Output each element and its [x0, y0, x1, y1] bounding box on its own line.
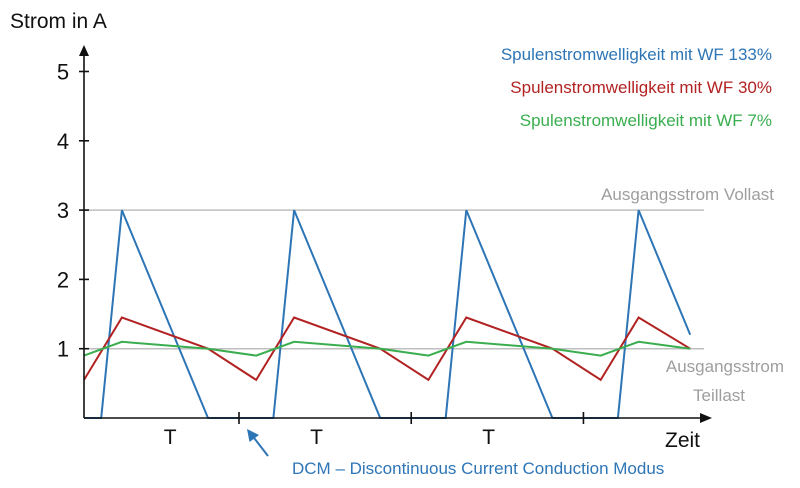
y-axis-arrow [79, 45, 89, 56]
chart-texts: 1 2 3 4 5 T T T Strom in A Zeit Spulenstromwelligk… [10, 10, 784, 478]
reference-lines [84, 209, 704, 350]
x-axis-arrow [700, 413, 712, 423]
y-axis-title: Strom in A [10, 10, 107, 33]
series-line-1 [83, 316, 691, 382]
y-tick-label-0: 1 [57, 337, 69, 362]
series-line-0 [84, 209, 692, 419]
legend-entry-2: Spulenstromwelligkeit mit WF 7% [520, 111, 772, 130]
y-tick-label-3: 4 [57, 129, 69, 154]
period-label-2: T [482, 426, 495, 449]
reference-label-0: Ausgangsstrom Vollast [601, 185, 774, 204]
axes [79, 45, 712, 457]
legend-entry-1: Spulenstromwelligkeit mit WF 30% [510, 78, 772, 97]
series-line-2 [83, 340, 691, 357]
reference-label-1-line-0: Ausgangsstrom [666, 357, 784, 376]
period-label-1: T [310, 426, 323, 449]
dcm-annotation: DCM – Discontinuous Current Conduction M… [292, 459, 664, 478]
y-tick-label-1: 2 [57, 267, 69, 292]
period-label-0: T [164, 426, 177, 449]
y-tick-label-2: 3 [57, 198, 69, 223]
y-tick-label-4: 5 [57, 60, 69, 85]
dcm-arrow-head [247, 429, 259, 442]
reference-label-1-line-1: Teillast [693, 386, 745, 405]
legend-entry-0: Spulenstromwelligkeit mit WF 133% [501, 45, 772, 64]
series-lines [83, 209, 692, 419]
x-axis-title: Zeit [665, 429, 700, 452]
